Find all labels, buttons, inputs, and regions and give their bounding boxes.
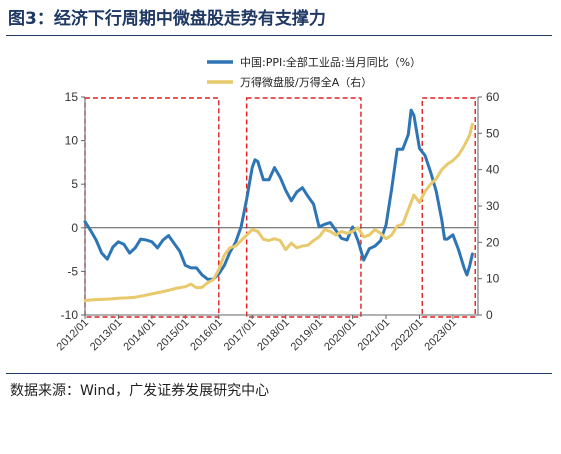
legend: 中国:PPI:全部工业品:当月同比（%） 万得微盘股/万得全A（右） [207,55,421,89]
dual-axis-line-chart: 151050-5-1060504030201002012/012013/0120… [55,55,500,353]
x-tick-label: 2016/01 [188,317,225,354]
microcap-ratio-series-line [83,122,474,302]
x-tick-label: 2019/01 [289,317,326,354]
right-tick-label: 30 [486,199,500,213]
highlight-period-frame [245,97,362,318]
axes: 151050-5-1060504030201002012/012013/0120… [55,90,500,353]
chart-title: 图3：经济下行周期中微盘股走势有支撑力 [8,9,326,29]
title-rule [6,35,552,36]
legend-label: 中国:PPI:全部工业品:当月同比（%） [240,55,421,69]
ppi-series-line [83,108,474,281]
right-tick-label: 60 [486,90,500,104]
left-tick-label: -5 [67,264,78,278]
x-tick-label: 2013/01 [88,317,125,354]
x-tick-label: 2015/01 [155,317,192,354]
highlight-period-frame [421,97,476,318]
x-tick-label: 2017/01 [222,317,259,354]
left-tick-label: 0 [71,221,78,235]
source-note: 数据来源：Wind，广发证券发展研究中心 [10,383,270,399]
right-tick-label: 0 [486,308,493,322]
x-tick-label: 2012/01 [55,317,92,354]
x-tick-label: 2021/01 [356,317,393,354]
x-tick-label: 2023/01 [422,317,459,354]
x-tick-label: 2022/01 [389,317,426,354]
right-tick-label: 10 [486,272,500,286]
left-tick-label: 15 [65,90,79,104]
x-tick-label: 2018/01 [255,317,292,354]
x-tick-label: 2020/01 [322,317,359,354]
highlight-period-frame [84,97,220,318]
right-tick-label: 40 [486,163,500,177]
right-tick-label: 20 [486,235,500,249]
left-tick-label: 10 [65,134,79,148]
right-tick-label: 50 [486,126,500,140]
footer-rule [6,373,552,374]
legend-label: 万得微盘股/万得全A（右） [240,75,372,89]
left-tick-label: -10 [61,308,79,322]
x-tick-label: 2014/01 [121,317,158,354]
series-lines [83,108,474,302]
left-tick-label: 5 [71,177,78,191]
